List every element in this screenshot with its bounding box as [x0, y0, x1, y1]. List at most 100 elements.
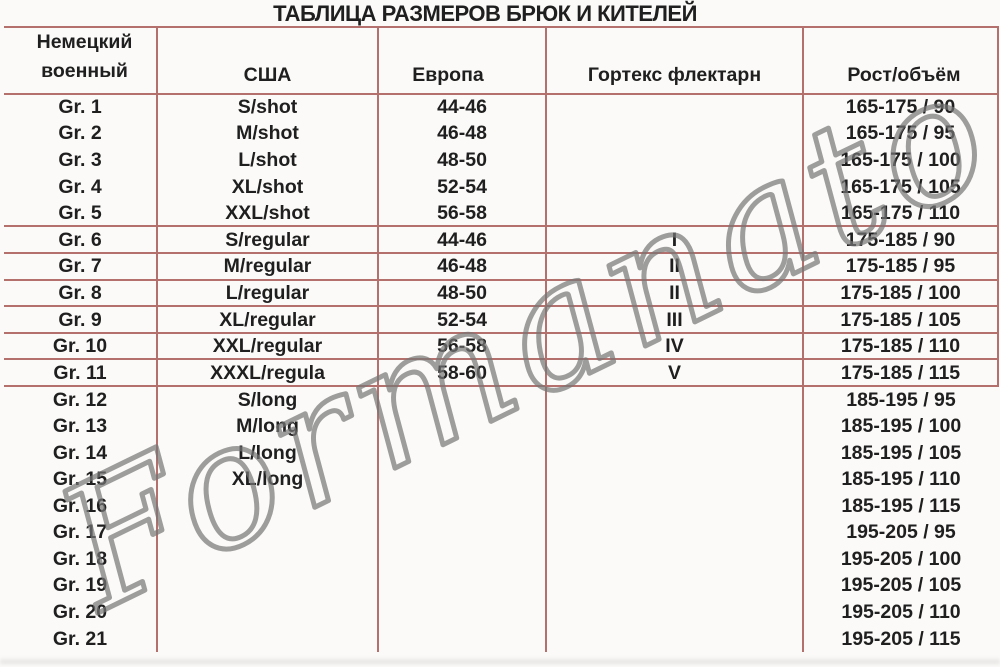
cell-usa: XL/regular — [156, 306, 378, 334]
cell-gr: Gr. 5 — [4, 199, 157, 228]
cell-europe: 58-60 — [377, 359, 546, 388]
cell-gr: Gr. 3 — [58, 148, 102, 171]
cell-europe — [377, 492, 546, 519]
cell-height_volume: 185-195 / 115 — [802, 492, 998, 519]
cell-usa: L/regular — [156, 279, 378, 308]
cell-europe: 46-48 — [377, 120, 546, 147]
cell-gr: Gr. 19 — [52, 574, 108, 597]
cell-europe — [377, 386, 546, 413]
table-row: Gr. 17 195-205 / 95 — [4, 519, 998, 546]
cell-europe — [377, 412, 546, 440]
table-row: Gr. 2 M/shot 46-48 165-175 / 95 — [4, 120, 999, 147]
table-row: Gr. 10 XXL/regular 56-58 IV 175-185 / 110 — [4, 332, 999, 361]
cell-gr: Gr. 4 — [58, 175, 102, 198]
cell-gr: Gr. 7 — [4, 253, 157, 281]
cell-height_volume: 175-185 / 95 — [802, 253, 999, 281]
cell-gortex — [545, 93, 803, 121]
cell-height_volume: 165-175 / 100 — [802, 146, 999, 174]
table-row: Gr. 18 195-205 / 100 — [4, 545, 998, 573]
cell-usa — [156, 519, 378, 546]
cell-gr: Gr. 1 — [58, 96, 102, 119]
table-row: Gr. 12 S/long 185-195 / 95 — [4, 386, 998, 413]
cell-usa — [156, 545, 378, 573]
cell-gortex — [545, 412, 803, 440]
table-row: Gr. 11 XXXL/regula 58-60 V 175-185 / 115 — [4, 359, 999, 388]
col-header-europe: Европа — [377, 26, 546, 95]
cell-europe: 56-58 — [377, 199, 546, 228]
cell-gr: Gr. 11 — [4, 359, 157, 388]
cell-usa — [156, 572, 378, 599]
cell-gr: Gr. 18 — [52, 547, 108, 570]
cell-usa: XL/long — [156, 465, 378, 493]
cell-gr: Gr. 12 — [52, 388, 108, 411]
table-row: Gr. 16 185-195 / 115 — [4, 492, 998, 519]
cell-height_volume: 165-175 / 105 — [802, 173, 999, 200]
cell-usa: XXL/shot — [156, 199, 378, 228]
cell-gortex — [545, 386, 803, 413]
table-row: Gr. 3 L/shot 48-50 165-175 / 100 — [4, 146, 999, 174]
table-row: Gr. 6 S/regular 44-46 I 175-185 / 90 — [4, 226, 999, 255]
cell-gr: Gr. 15 — [52, 468, 108, 491]
cell-gr: Gr. 14 — [52, 441, 108, 464]
cell-europe — [377, 598, 546, 626]
cell-gr: Gr. 6 — [4, 226, 157, 255]
cell-height_volume: 175-185 / 105 — [802, 306, 999, 334]
cell-europe — [377, 465, 546, 493]
cell-gortex — [545, 199, 803, 228]
scan-smudge — [0, 657, 1000, 666]
cell-gortex — [545, 598, 803, 626]
cell-usa: M/shot — [156, 120, 378, 147]
cell-gr: Gr. 13 — [52, 414, 108, 437]
col-header-german-line1: Немецкий — [36, 31, 133, 53]
cell-usa: M/long — [156, 412, 378, 440]
cell-gortex — [545, 545, 803, 573]
table-row: Gr. 20 195-205 / 110 — [4, 598, 998, 626]
table-row: Gr. 7 M/regular 46-48 II 175-185 / 95 — [4, 253, 999, 281]
cell-height_volume: 175-185 / 115 — [802, 359, 999, 388]
cell-usa: S/regular — [156, 226, 378, 255]
cell-usa: M/regular — [156, 253, 378, 281]
cell-gr: Gr. 20 — [52, 601, 108, 624]
table-row: Gr. 4 XL/shot 52-54 165-175 / 105 — [4, 173, 999, 200]
table-row: Gr. 5 XXL/shot 56-58 165-175 / 110 — [4, 199, 999, 228]
cell-gortex — [545, 439, 803, 466]
cell-height_volume: 165-175 / 95 — [802, 120, 999, 147]
cell-europe: 44-46 — [377, 226, 546, 255]
cell-gr: Gr. 8 — [4, 279, 157, 308]
cell-europe: 56-58 — [377, 332, 546, 361]
cell-usa: S/shot — [156, 93, 378, 121]
table-row: Gr. 9 XL/regular 52-54 III 175-185 / 105 — [4, 306, 999, 334]
cell-usa — [156, 625, 378, 652]
cell-gr: Gr. 2 — [58, 122, 102, 145]
cell-gr: Gr. 16 — [52, 494, 108, 517]
table-row: Gr. 19 195-205 / 105 — [4, 572, 998, 599]
table-row: Gr. 14 L/long 185-195 / 105 — [4, 439, 998, 466]
cell-gortex — [545, 572, 803, 599]
cell-gortex: V — [545, 359, 803, 388]
cell-height_volume: 195-205 / 110 — [802, 598, 998, 626]
cell-europe: 52-54 — [377, 173, 546, 200]
cell-gr: Gr. 17 — [52, 521, 108, 544]
col-header-height-volume: Рост/объём — [802, 26, 999, 95]
cell-usa — [156, 492, 378, 519]
cell-gortex: II — [545, 253, 803, 281]
cell-gortex — [545, 146, 803, 174]
cell-usa: XXXL/regula — [156, 359, 378, 388]
cell-gortex: II — [545, 279, 803, 308]
cell-europe: 48-50 — [377, 146, 546, 174]
cell-gortex: I — [545, 226, 803, 255]
cell-height_volume: 185-195 / 100 — [802, 412, 998, 440]
cell-height_volume: 195-205 / 95 — [802, 519, 998, 546]
cell-usa: S/long — [156, 386, 378, 413]
size-table: Немецкий военный США Европа Гортекс флек… — [4, 26, 999, 652]
cell-gortex: III — [545, 306, 803, 334]
table-row: Gr. 21 195-205 / 115 — [4, 625, 998, 652]
cell-height_volume: 195-205 / 115 — [802, 625, 998, 652]
cell-height_volume: 195-205 / 100 — [802, 545, 998, 573]
header-row: Немецкий военный США Европа Гортекс флек… — [4, 26, 999, 95]
col-header-usa: США — [156, 26, 378, 95]
page-title: ТАБЛИЦА РАЗМЕРОВ БРЮК И КИТЕЛЕЙ — [273, 1, 697, 26]
cell-europe — [377, 572, 546, 599]
col-header-german-military: Немецкий военный — [4, 26, 157, 95]
col-header-gortex-flecktarn: Гортекс флектарн — [545, 26, 803, 95]
